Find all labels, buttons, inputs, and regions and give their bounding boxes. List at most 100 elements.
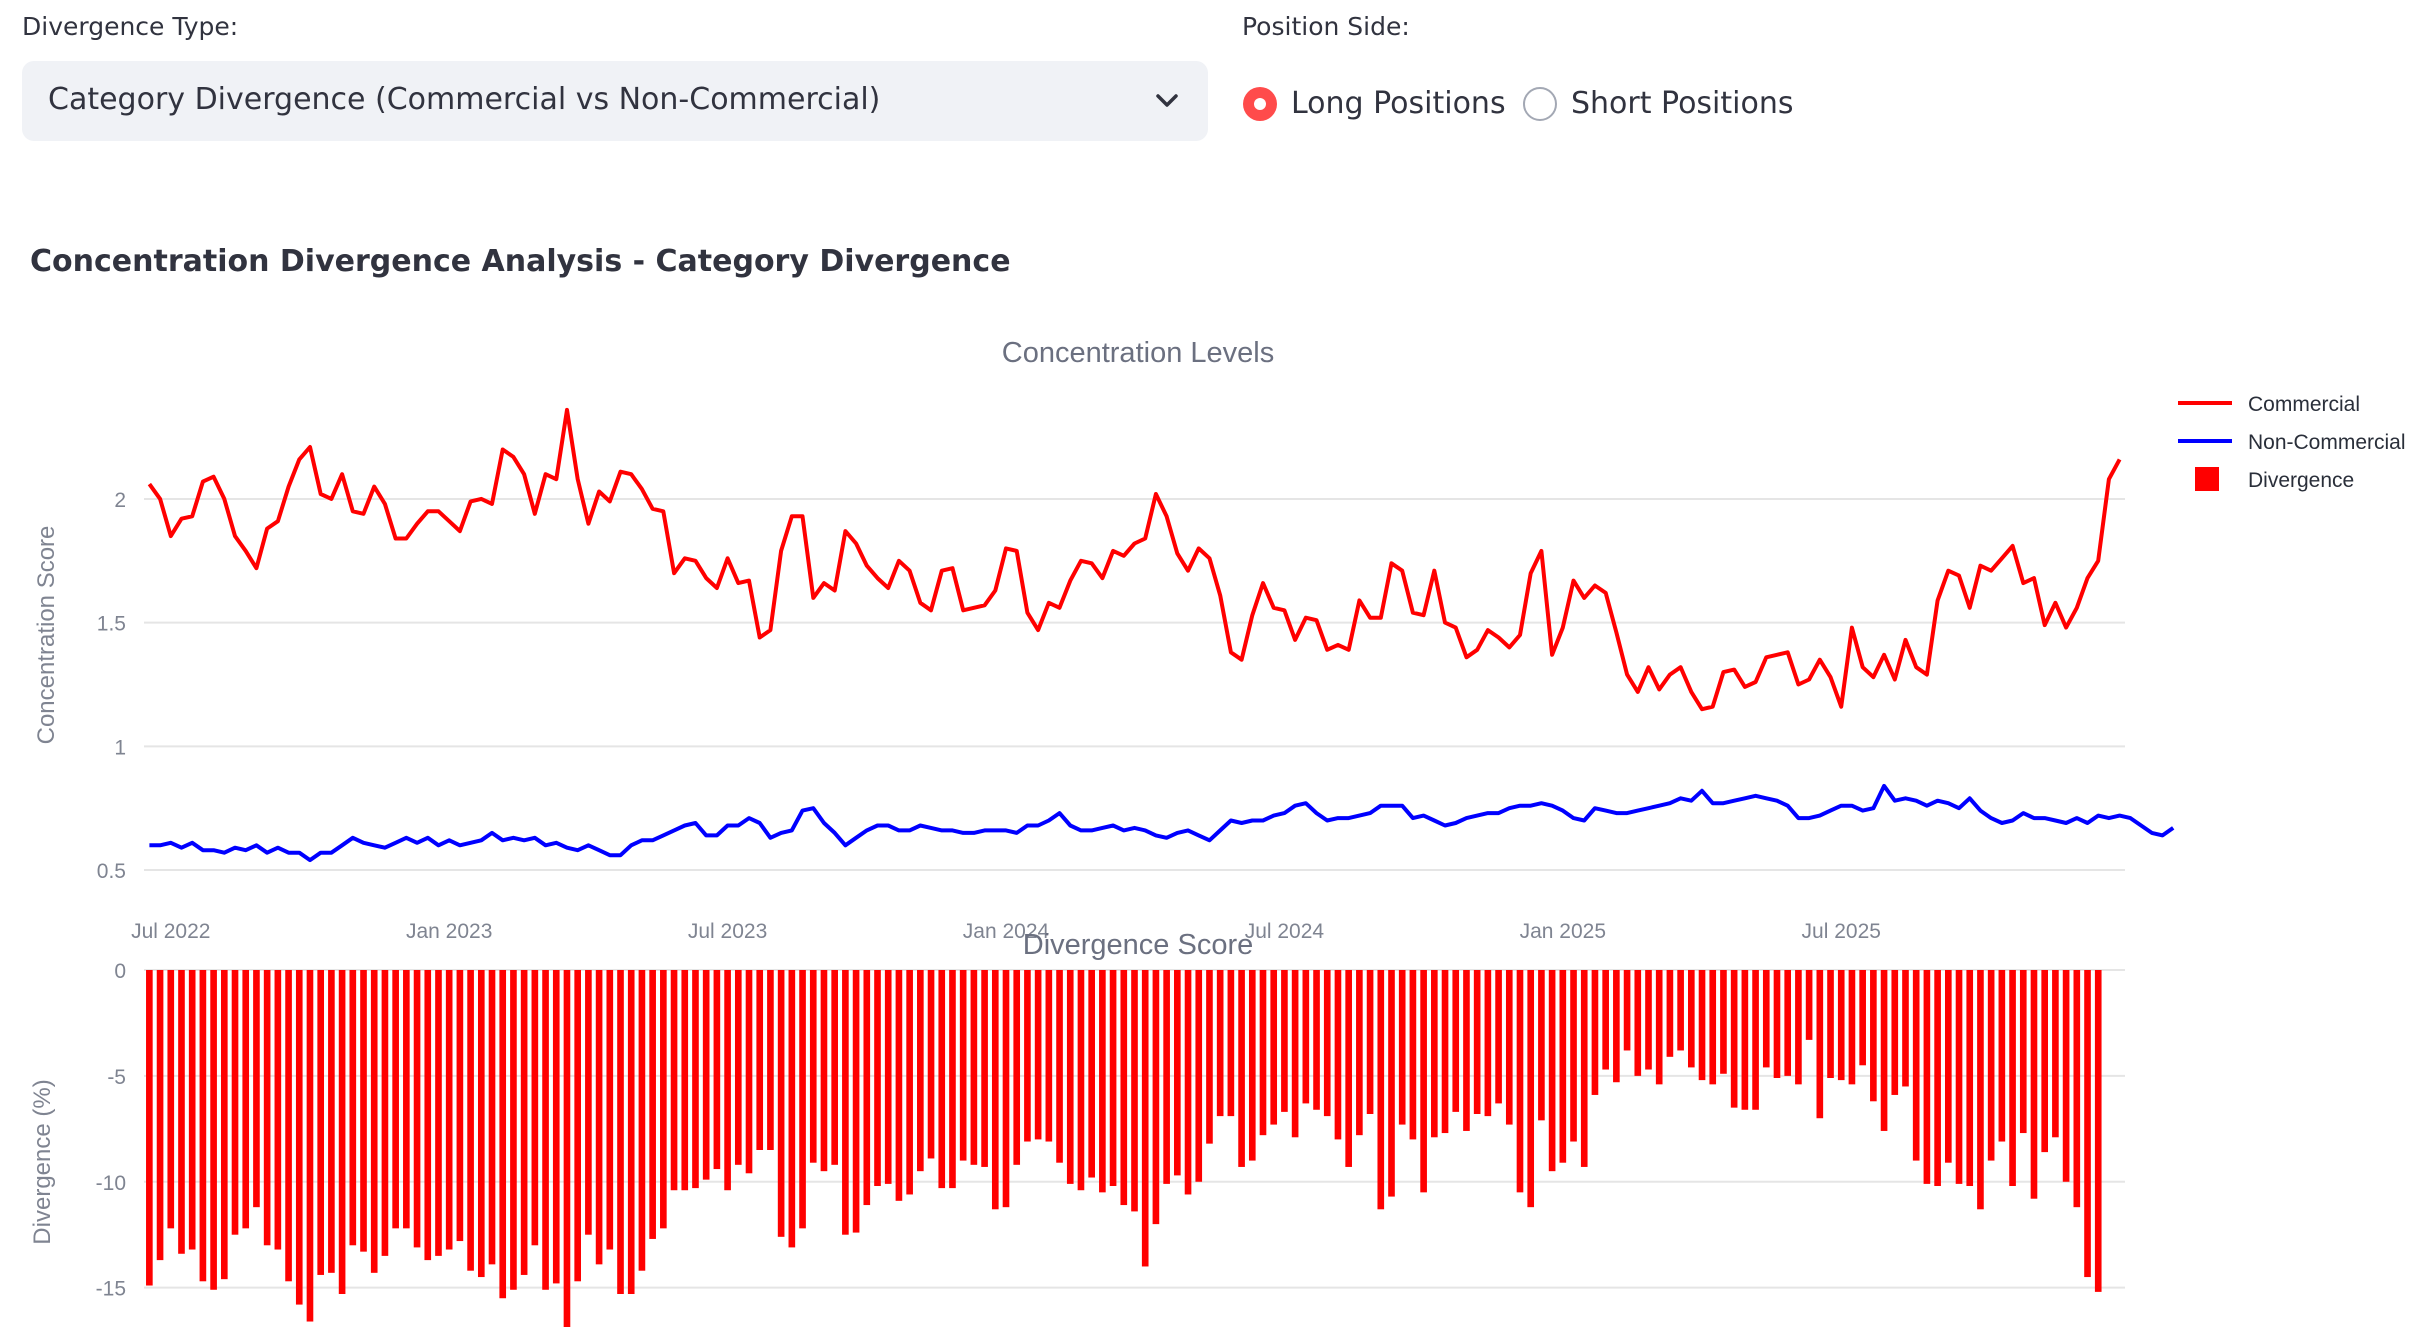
divergence-bar: [1377, 970, 1385, 1210]
divergence-bar: [2073, 970, 2081, 1208]
bottom-y-tick-label: -10: [96, 1172, 126, 1195]
divergence-bar: [1441, 970, 1449, 1134]
radio-short-label: Short Positions: [1571, 86, 1794, 121]
divergence-bar: [2030, 970, 2038, 1199]
divergence-bar: [1580, 970, 1588, 1167]
divergence-bar: [531, 970, 539, 1246]
divergence-bar: [349, 970, 357, 1246]
section-title: Concentration Divergence Analysis - Cate…: [30, 244, 1011, 279]
chevron-down-icon: [1156, 94, 1178, 107]
divergence-bar: [1977, 970, 1984, 1210]
divergence-bar: [167, 970, 175, 1229]
divergence-bar: [831, 970, 838, 1165]
divergence-bar: [1538, 970, 1545, 1121]
divergence-bar: [991, 970, 999, 1210]
divergence-bar: [1709, 970, 1717, 1085]
divergence-bar: [1923, 970, 1931, 1184]
divergence-bar: [360, 970, 367, 1252]
x-tick-label: Jan 2024: [963, 920, 1050, 943]
divergence-bar: [1099, 970, 1106, 1193]
divergence-bar: [1987, 970, 1995, 1161]
divergence-bar: [488, 970, 496, 1265]
divergence-bar: [1870, 970, 1877, 1102]
radio-short-positions[interactable]: Short Positions: [1523, 86, 1793, 122]
divergence-bar: [1484, 970, 1492, 1117]
divergence-type-select[interactable]: Category Divergence (Commercial vs Non-C…: [22, 61, 1208, 141]
legend-divergence-label: Divergence: [2248, 469, 2354, 492]
divergence-bar: [328, 970, 335, 1273]
divergence-bar: [949, 970, 956, 1189]
divergence-bar: [542, 970, 549, 1290]
non-commercial-line: [149, 783, 2175, 863]
divergence-bar: [1955, 970, 1963, 1184]
divergence-bar: [1720, 970, 1727, 1074]
divergence-bar: [1934, 970, 1941, 1186]
divergence-bar: [1902, 970, 1909, 1087]
divergence-bar: [734, 970, 742, 1165]
divergence-bar: [1762, 970, 1770, 1068]
divergence-bar: [906, 970, 913, 1195]
divergence-bar: [424, 970, 432, 1261]
divergence-bar: [1109, 970, 1117, 1186]
divergence-bar: [1184, 970, 1192, 1195]
divergence-bar: [917, 970, 924, 1172]
divergence-bar: [1891, 970, 1899, 1095]
divergence-bar: [1195, 970, 1203, 1182]
divergence-bar: [1066, 970, 1074, 1184]
divergence-bar: [285, 970, 292, 1282]
divergence-bar: [595, 970, 603, 1265]
top-chart-title: Concentration Levels: [1002, 337, 1274, 369]
divergence-bar: [884, 970, 892, 1184]
divergence-bar: [1666, 970, 1674, 1057]
divergence-bar: [585, 970, 592, 1235]
divergence-bar: [1238, 970, 1245, 1167]
divergence-bar: [1356, 970, 1363, 1136]
divergence-bar: [2084, 970, 2091, 1278]
divergence-bar: [220, 970, 228, 1280]
divergence-bar: [2041, 970, 2049, 1153]
divergence-bar: [381, 970, 389, 1256]
top-y-tick-label: 1.5: [97, 613, 126, 636]
divergence-bar: [1591, 970, 1599, 1095]
divergence-bar: [1966, 970, 1974, 1186]
divergence-bar: [563, 970, 571, 1327]
divergence-bar: [820, 970, 828, 1172]
divergence-bar: [1216, 970, 1224, 1117]
divergence-bar: [1677, 970, 1684, 1051]
bottom-y-tick-label: 0: [114, 960, 126, 983]
divergence-bar: [1206, 970, 1213, 1144]
divergence-bar: [1313, 970, 1320, 1110]
position-side-label: Position Side:: [1242, 12, 1410, 41]
radio-unchecked-icon: [1523, 87, 1557, 121]
divergence-bar: [199, 970, 207, 1282]
divergence-bar: [510, 970, 517, 1290]
divergence-bar: [702, 970, 710, 1180]
divergence-bar: [1420, 970, 1427, 1193]
legend-non-commercial-label: Non-Commercial: [2248, 431, 2406, 454]
radio-long-label: Long Positions: [1291, 86, 1506, 121]
divergence-bar: [745, 970, 753, 1174]
divergence-bar: [1431, 970, 1438, 1138]
divergence-bar: [1034, 970, 1042, 1140]
divergence-bar: [638, 970, 646, 1271]
top-y-axis-label: Concentration Score: [33, 526, 60, 745]
divergence-bar: [1827, 970, 1834, 1078]
divergence-bar: [1013, 970, 1021, 1165]
x-tick-label: Jul 2023: [688, 920, 767, 943]
divergence-bar: [670, 970, 678, 1191]
divergence-bar: [1816, 970, 1824, 1119]
divergence-bar: [1859, 970, 1866, 1066]
divergence-bar: [1056, 970, 1063, 1163]
divergence-bar: [392, 970, 399, 1229]
divergence-bar: [1077, 970, 1085, 1191]
divergence-bar: [1323, 970, 1331, 1117]
divergence-bar: [681, 970, 689, 1191]
bottom-y-axis-label: Divergence (%): [29, 1079, 56, 1244]
divergence-bar: [1131, 970, 1138, 1212]
divergence-bar: [2052, 970, 2059, 1138]
radio-long-positions[interactable]: Long Positions: [1243, 86, 1506, 122]
divergence-bar: [146, 970, 153, 1286]
divergence-bar: [606, 970, 614, 1250]
divergence-bar: [617, 970, 624, 1294]
divergence-bar: [253, 970, 260, 1208]
